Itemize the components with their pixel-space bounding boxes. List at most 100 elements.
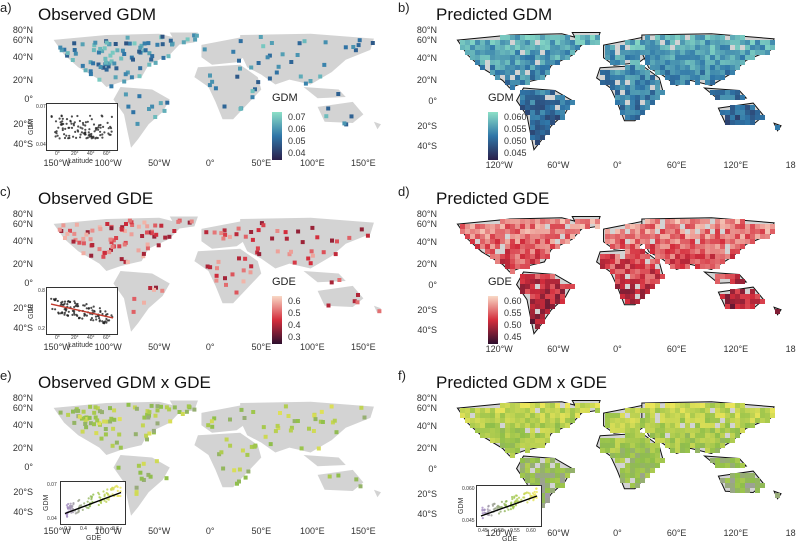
raster-cell (500, 35, 505, 40)
raster-cell (465, 40, 470, 45)
inset-point (106, 121, 109, 124)
raster-cell (765, 418, 770, 423)
raster-cell (625, 55, 630, 60)
raster-cell (655, 95, 660, 100)
raster-cell (615, 239, 620, 244)
sample-cell (249, 65, 254, 70)
raster-cell (625, 234, 630, 239)
inset-point (83, 304, 86, 307)
raster-cell (475, 45, 480, 50)
inset-point (102, 490, 105, 493)
inset-point (73, 300, 76, 303)
raster-cell (635, 274, 640, 279)
raster-cell (640, 294, 645, 299)
raster-cell (615, 279, 620, 284)
raster-cell (630, 45, 635, 50)
raster-cell (535, 249, 540, 254)
raster-cell (750, 105, 755, 110)
raster-cell (720, 408, 725, 413)
sample-cell (97, 247, 102, 252)
raster-cell (675, 60, 680, 65)
raster-cell (510, 254, 515, 259)
sample-cell (326, 303, 331, 308)
raster-cell (505, 249, 510, 254)
raster-cell (545, 60, 550, 65)
raster-cell (550, 115, 555, 120)
raster-cell (565, 468, 570, 473)
raster-cell (750, 304, 755, 309)
raster-cell (650, 224, 655, 229)
raster-cell (690, 443, 695, 448)
raster-cell (680, 55, 685, 60)
raster-cell (645, 229, 650, 234)
sample-cell (154, 232, 159, 237)
raster-cell (505, 40, 510, 45)
raster-cell (745, 115, 750, 120)
sample-cell (230, 272, 235, 277)
raster-cell (695, 219, 700, 224)
inset-point (95, 318, 98, 321)
raster-cell (690, 234, 695, 239)
raster-cell (650, 468, 655, 473)
raster-cell (715, 443, 720, 448)
sample-cell (236, 226, 241, 231)
inset-point (517, 496, 521, 499)
raster-cell (545, 40, 550, 45)
raster-cell (515, 403, 520, 408)
raster-cell (540, 299, 545, 304)
raster-cell (750, 55, 755, 60)
sample-cell (151, 428, 156, 433)
raster-cell (570, 100, 575, 105)
raster-cell (705, 70, 710, 75)
inset-point (81, 508, 84, 511)
inset-point (98, 307, 101, 310)
raster-cell (495, 254, 500, 259)
raster-cell (720, 35, 725, 40)
sample-cell (72, 231, 77, 236)
raster-cell (700, 254, 705, 259)
raster-cell (630, 418, 635, 423)
raster-cell (530, 60, 535, 65)
raster-cell (645, 413, 650, 418)
inset-point (76, 114, 79, 118)
sample-cell (102, 46, 107, 51)
raster-cell (630, 294, 635, 299)
sample-cell (80, 63, 85, 68)
raster-cell (570, 408, 575, 413)
raster-cell (515, 448, 520, 453)
sample-cell (132, 296, 137, 301)
raster-cell (630, 423, 635, 428)
raster-cell (660, 90, 665, 95)
raster-cell (635, 110, 640, 115)
raster-cell (745, 304, 750, 309)
raster-cell (530, 110, 535, 115)
inset-point (89, 114, 92, 117)
raster-cell (635, 60, 640, 65)
raster-cell (565, 423, 570, 428)
raster-cell (650, 448, 655, 453)
raster-cell (655, 40, 660, 45)
raster-cell (510, 55, 515, 60)
panel-title: Observed GDE (38, 189, 154, 208)
raster-cell (540, 413, 545, 418)
raster-cell (490, 229, 495, 234)
raster-cell (565, 284, 570, 289)
raster-cell (690, 438, 695, 443)
raster-cell (650, 65, 655, 70)
raster-cell (630, 234, 635, 239)
raster-cell (545, 55, 550, 60)
land-asia (240, 33, 374, 85)
raster-cell (670, 423, 675, 428)
raster-cell (525, 40, 530, 45)
raster-cell (645, 239, 650, 244)
raster-cell (635, 418, 640, 423)
raster-cell (495, 60, 500, 65)
raster-cell (730, 70, 735, 75)
sample-cell (139, 476, 144, 481)
sample-cell (147, 431, 152, 436)
inset-point (110, 130, 113, 133)
sample-cell (184, 409, 189, 414)
raster-cell (715, 40, 720, 45)
inset-point (93, 130, 96, 133)
raster-cell (715, 45, 720, 50)
